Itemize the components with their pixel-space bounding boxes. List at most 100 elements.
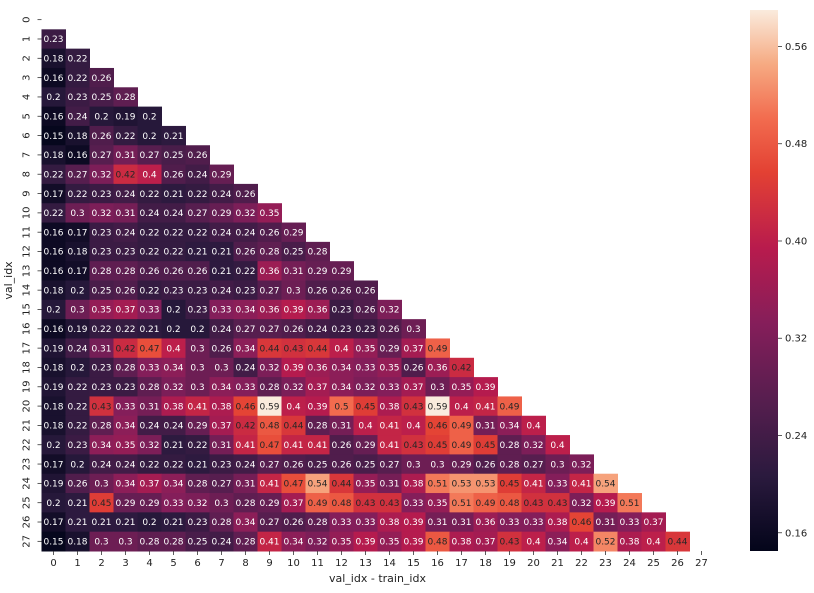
heatmap-cell: [329, 319, 354, 339]
colorbar: 0.56 0.48 0.40 0.32 0.24 0.16: [750, 10, 807, 551]
cell-value-label: 0.21: [211, 248, 231, 258]
heatmap-cell: [545, 512, 570, 533]
heatmap-cell: [305, 299, 330, 320]
heatmap-cell: [41, 493, 66, 513]
x-tick-label: 12: [335, 558, 348, 569]
cell-value-label: 0.28: [235, 499, 255, 509]
cell-value-label: 0.24: [211, 286, 231, 296]
cell-value-label: 0.37: [283, 499, 303, 509]
cell-value-label: 0.22: [139, 248, 159, 258]
cell-value-label: 0.2: [190, 325, 204, 335]
cell-value-label: 0.24: [235, 364, 255, 374]
cell-value-label: 0.25: [283, 248, 303, 258]
cell-value-label: 0.4: [526, 538, 541, 548]
cell-value-label: 0.28: [499, 460, 519, 470]
cell-value-label: 0.31: [91, 344, 111, 354]
cell-value-label: 0.44: [283, 422, 303, 432]
cell-value-label: 0.19: [43, 480, 63, 490]
heatmap-cell: [497, 435, 522, 455]
cell-value-label: 0.23: [91, 190, 111, 200]
cell-value-label: 0.22: [139, 460, 159, 470]
heatmap-cell: [41, 396, 66, 417]
y-tick-label: 6: [22, 132, 33, 138]
cell-value-label: 0.21: [115, 518, 135, 528]
cell-value-label: 0.16: [43, 112, 63, 122]
heatmap-cell: [113, 106, 138, 127]
heatmap-cell: [89, 531, 114, 552]
heatmap-cell: [89, 319, 114, 339]
cell-value-label: 0.26: [379, 325, 399, 335]
cell-value-label: 0.18: [43, 402, 63, 412]
heatmap-cell: [209, 357, 234, 378]
cell-value-label: 0.27: [259, 518, 279, 528]
cell-value-label: 0.23: [187, 306, 207, 316]
heatmap-cell: [521, 435, 546, 455]
cell-value-label: 0.31: [139, 402, 159, 412]
cell-value-label: 0.26: [91, 132, 111, 142]
cell-value-label: 0.34: [115, 422, 135, 432]
cell-value-label: 0.26: [331, 286, 351, 296]
cell-value-label: 0.35: [355, 344, 375, 354]
cell-value-label: 0.41: [283, 441, 303, 451]
cell-value-label: 0.3: [118, 538, 132, 548]
cell-value-label: 0.24: [67, 344, 87, 354]
cell-value-label: 0.28: [259, 383, 279, 393]
heatmap-cell: [281, 512, 306, 533]
cell-value-label: 0.26: [187, 267, 207, 277]
cell-value-label: 0.35: [259, 209, 279, 219]
y-axis-label: val_idx: [2, 261, 15, 300]
heatmap-cell: [233, 377, 258, 397]
heatmap-cell: [209, 241, 234, 262]
cell-value-label: 0.34: [163, 364, 183, 374]
cell-value-label: 0.54: [307, 480, 327, 490]
cell-value-label: 0.2: [46, 306, 60, 316]
heatmap-cell: [257, 261, 282, 281]
cell-value-label: 0.33: [499, 518, 519, 528]
cell-value-label: 0.26: [91, 74, 111, 84]
heatmap-cell: [329, 396, 354, 417]
heatmap-cell: [65, 145, 90, 166]
cell-value-label: 0.19: [115, 112, 135, 122]
x-tick-label: 11: [311, 558, 324, 569]
heatmap-cell: [89, 512, 114, 533]
heatmap-cell: [137, 377, 162, 397]
cell-value-label: 0.24: [307, 325, 327, 335]
cell-value-label: 0.24: [235, 228, 255, 238]
heatmap-cell: [257, 280, 282, 301]
heatmap-cell: [41, 415, 66, 436]
heatmap-cell: [65, 396, 90, 417]
cell-value-label: 0.21: [163, 132, 183, 142]
x-tick-label: 25: [647, 558, 660, 569]
cell-value-label: 0.19: [43, 344, 63, 354]
heatmap-cell: [137, 145, 162, 166]
heatmap-cell: [353, 415, 378, 436]
heatmap-cell: [41, 512, 66, 533]
cell-value-label: 0.17: [43, 190, 63, 200]
cell-value-label: 0.43: [499, 538, 519, 548]
heatmap-cell: [281, 454, 306, 475]
y-tick-label: 14: [22, 284, 33, 297]
heatmap-cell: [65, 435, 90, 455]
cell-value-label: 0.34: [499, 422, 519, 432]
cell-value-label: 0.45: [427, 441, 447, 451]
x-tick-label: 16: [431, 558, 444, 569]
cell-value-label: 0.24: [211, 228, 231, 238]
cell-value-label: 0.33: [331, 518, 351, 528]
heatmap-cell: [233, 357, 258, 378]
heatmap-cell: [233, 531, 258, 552]
cell-value-label: 0.2: [46, 441, 60, 451]
heatmap-cell: [161, 222, 186, 243]
cell-value-label: 0.29: [451, 460, 471, 470]
x-tick-label: 18: [479, 558, 492, 569]
heatmap-cell: [65, 454, 90, 475]
heatmap-cell: [257, 222, 282, 243]
heatmap-cell: [353, 531, 378, 552]
heatmap-cell: [113, 396, 138, 417]
cell-value-label: 0.29: [307, 267, 327, 277]
cell-value-label: 0.38: [451, 538, 471, 548]
heatmap-cell: [425, 415, 450, 436]
cell-value-label: 0.39: [307, 402, 327, 412]
heatmap-cell: [209, 203, 234, 224]
cell-value-label: 0.17: [43, 518, 63, 528]
heatmap-cell: [233, 493, 258, 513]
